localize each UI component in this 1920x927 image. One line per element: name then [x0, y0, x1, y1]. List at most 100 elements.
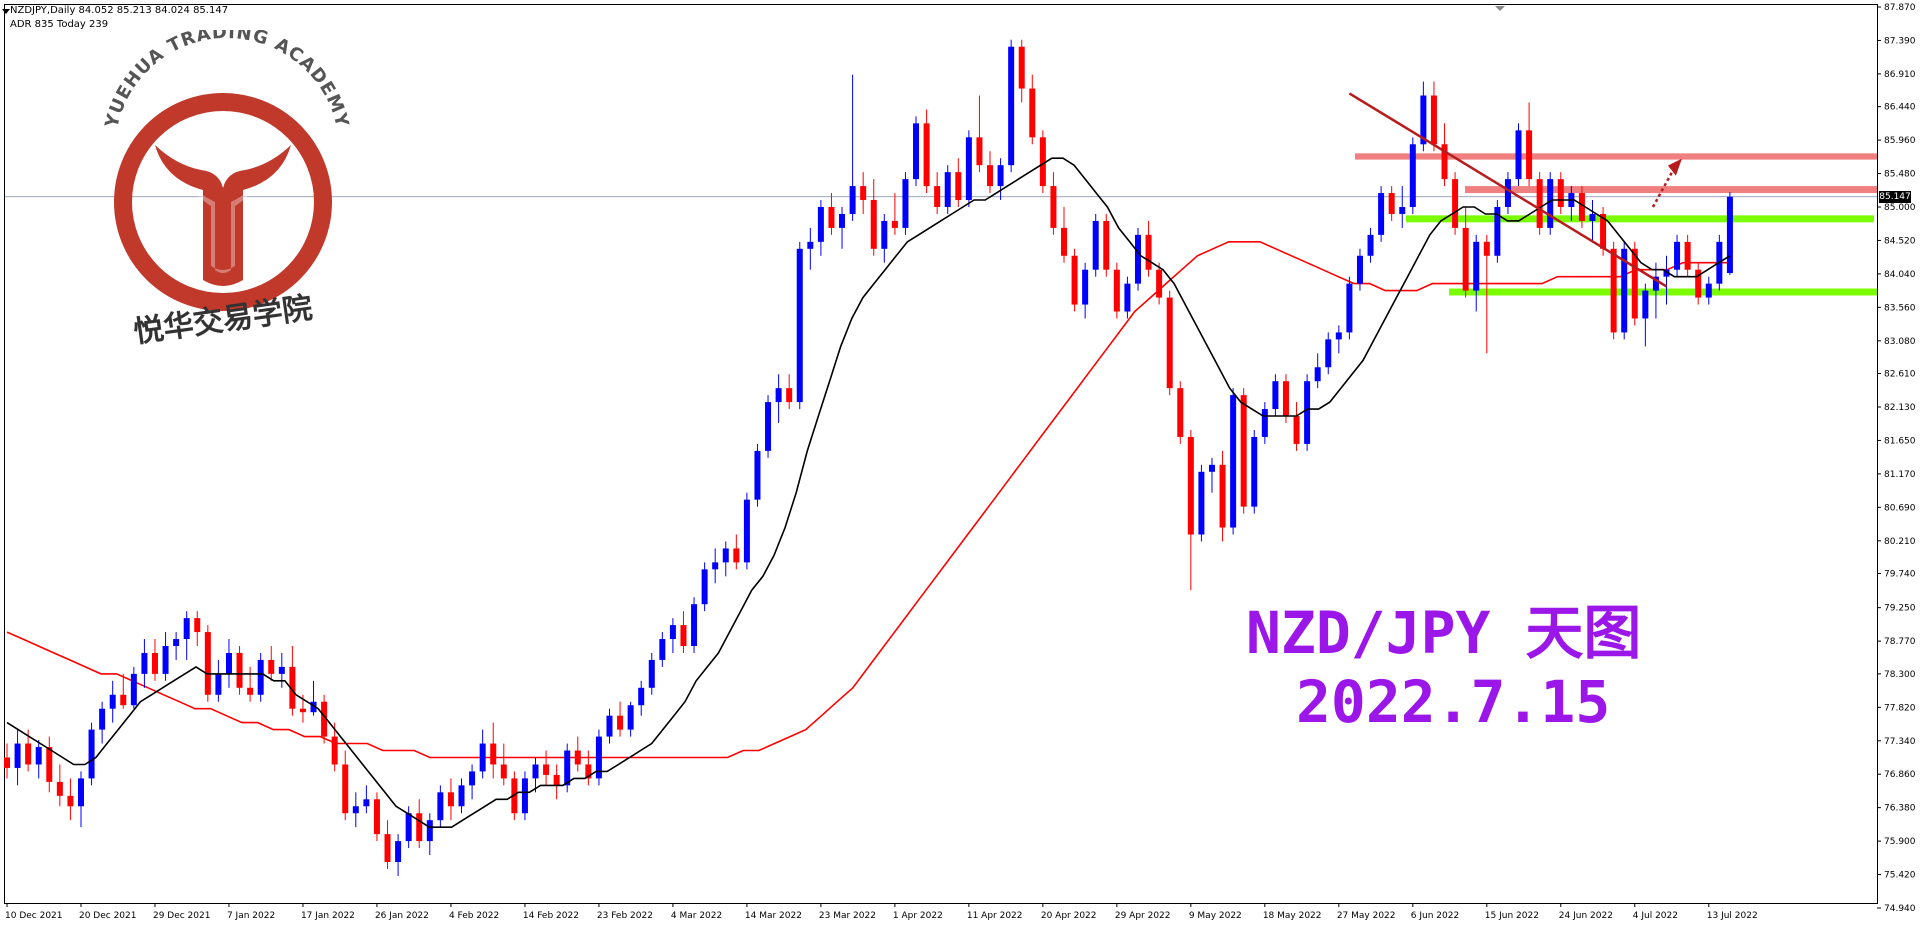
- bear-candle: [1578, 186, 1585, 228]
- bear-candle: [511, 771, 518, 821]
- bull-candle: [1547, 172, 1554, 235]
- x-tick-label: 4 Mar 2022: [671, 911, 722, 921]
- candle-body: [1547, 179, 1554, 228]
- bull-candle: [130, 666, 137, 709]
- bull-candle: [849, 74, 856, 221]
- bull-candle: [595, 729, 602, 786]
- y-tick-label: 83.080: [1884, 337, 1916, 347]
- bear-candle: [1452, 172, 1459, 235]
- candle-body: [743, 499, 750, 563]
- bull-candle: [1726, 192, 1733, 276]
- candle-body: [331, 736, 338, 765]
- candles-layer: [4, 39, 1733, 876]
- bear-candle: [1018, 39, 1025, 103]
- candle-body: [1039, 137, 1046, 187]
- candle-body: [585, 764, 592, 779]
- candle-body: [405, 813, 412, 842]
- bear-candle: [384, 820, 391, 869]
- candle-body: [1674, 241, 1681, 270]
- x-tick-label: 29 Apr 2022: [1115, 911, 1171, 921]
- bear-candle: [1695, 262, 1702, 305]
- plot-frame: [4, 4, 1878, 904]
- bear-candle: [1441, 123, 1448, 187]
- bull-candle: [437, 785, 444, 828]
- bull-candle: [521, 771, 528, 821]
- logo-emblem-icon: [155, 145, 291, 286]
- candle-body: [1663, 269, 1670, 277]
- candle-body: [913, 123, 920, 180]
- candle-body: [997, 165, 1004, 187]
- bear-candle: [870, 179, 877, 256]
- candle-body: [225, 652, 232, 674]
- collapse-triangle-icon[interactable]: [2, 9, 10, 14]
- candle-body: [204, 632, 211, 695]
- bull-candle: [352, 792, 359, 828]
- resistance-zone: [1465, 186, 1877, 194]
- candle-body: [701, 569, 708, 605]
- y-tick-label: 86.910: [1884, 70, 1916, 80]
- candle-body: [627, 705, 634, 730]
- y-tick-label: 83.560: [1884, 303, 1916, 313]
- x-tick-label: 29 Dec 2021: [153, 911, 211, 921]
- bear-candle: [617, 701, 624, 737]
- bull-candle: [1198, 464, 1205, 542]
- candle-body: [817, 206, 824, 242]
- candle-body: [1050, 186, 1057, 228]
- bull-candle: [691, 597, 698, 653]
- bear-candle: [976, 95, 983, 173]
- y-tick-label: 84.520: [1884, 236, 1916, 246]
- bear-candle: [490, 722, 497, 779]
- scroll-marker-icon[interactable]: [1495, 6, 1505, 11]
- trendline-layer: [1348, 92, 1682, 288]
- candle-body: [680, 625, 687, 646]
- bull-candle: [1494, 200, 1501, 263]
- candle-body: [4, 757, 10, 768]
- y-tick-label: 77.820: [1884, 703, 1916, 713]
- candle-body: [1356, 255, 1363, 284]
- y-tick-label: 77.340: [1884, 737, 1916, 747]
- candle-body: [130, 673, 137, 706]
- bull-candle: [722, 541, 729, 577]
- symbol-header: NZDJPY,Daily 84.052 85.213 84.024 85.147: [10, 5, 229, 16]
- candle-body: [595, 736, 602, 779]
- bear-candle: [543, 750, 550, 786]
- candle-body: [606, 715, 613, 737]
- bear-candle: [923, 109, 930, 194]
- x-tick-label: 14 Mar 2022: [745, 911, 802, 921]
- bull-candle: [215, 659, 222, 702]
- candle-body: [1272, 381, 1279, 410]
- candle-body: [1314, 367, 1321, 382]
- fast-ma-line: [6, 157, 1731, 829]
- bull-candle: [997, 158, 1004, 201]
- candle-body: [310, 701, 317, 713]
- bull-candle: [606, 708, 613, 744]
- candle-body: [1462, 227, 1469, 291]
- bull-candle: [881, 213, 888, 263]
- bear-candle: [67, 778, 74, 821]
- y-tick-label: 81.170: [1884, 470, 1916, 480]
- candle-body: [447, 792, 454, 807]
- support-zone: [1449, 288, 1877, 296]
- bear-candle: [891, 193, 898, 235]
- candle-body: [384, 834, 391, 863]
- candle-body: [574, 750, 581, 765]
- bear-candle: [987, 151, 994, 194]
- bear-candle: [46, 736, 53, 793]
- candle-body: [88, 729, 95, 779]
- candle-body: [1293, 416, 1300, 444]
- candle-body: [1388, 193, 1395, 214]
- candle-body: [1578, 193, 1585, 221]
- candle-body: [648, 659, 655, 688]
- candle-body: [1399, 206, 1406, 214]
- candle-body: [321, 701, 328, 737]
- candle-body: [77, 778, 84, 807]
- bull-candle: [743, 492, 750, 570]
- bull-candle: [1335, 325, 1342, 354]
- x-tick-label: 23 Feb 2022: [597, 911, 653, 921]
- candle-body: [1240, 395, 1247, 507]
- candle-body: [500, 764, 507, 779]
- bull-candle: [1367, 227, 1374, 263]
- bull-candle: [807, 227, 814, 270]
- bull-candle: [109, 680, 116, 723]
